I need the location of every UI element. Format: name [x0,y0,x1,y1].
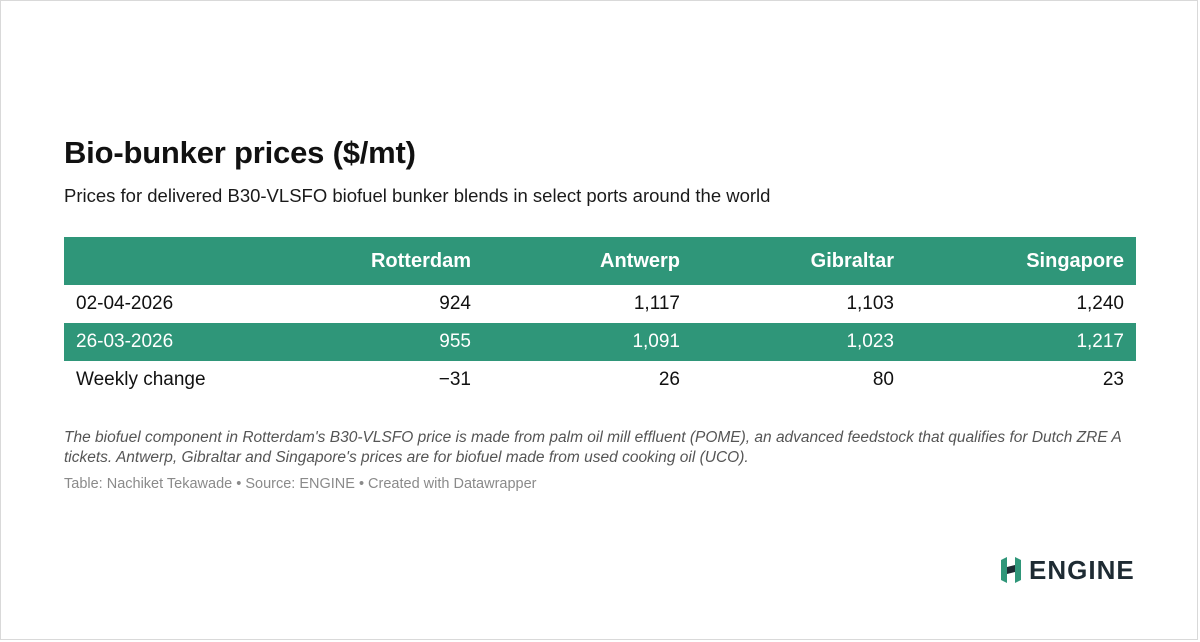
table-cell: 924 [439,293,471,314]
table-cell: 23 [1102,369,1124,390]
row-label: Weekly change [76,369,206,390]
table-cell: 26 [658,369,680,390]
table-cell: 80 [872,369,894,390]
table-row: Weekly change −31 26 80 23 [64,361,1136,399]
engine-logo-icon [1001,557,1021,583]
table-cell: −31 [438,369,471,390]
table-cell: 1,217 [1076,331,1124,352]
table-cell: 1,117 [633,293,680,314]
column-header-blank [64,237,279,285]
column-header-antwerp: Antwerp [600,249,680,272]
table-cell: 1,091 [632,331,680,352]
chart-subtitle: Prices for delivered B30-VLSFO biofuel b… [64,185,771,206]
engine-logo: ENGINE [1001,555,1135,585]
table-cell: 955 [439,331,471,352]
table-row: 26-03-2026 955 1,091 1,023 1,217 [64,323,1136,361]
chart-title: Bio-bunker prices ($/mt) [64,135,416,170]
table-cell: 1,240 [1076,293,1124,314]
row-label: 02-04-2026 [76,293,174,314]
table-cell: 1,103 [846,293,894,314]
column-header-singapore: Singapore [1026,249,1124,272]
chart-notes: The biofuel component in Rotterdam's B30… [64,429,1122,466]
price-table: Rotterdam Antwerp Gibraltar Singapore 02… [64,237,1136,399]
table-row: 02-04-2026 924 1,117 1,103 1,240 [64,285,1136,323]
column-header-gibraltar: Gibraltar [810,249,894,272]
row-label: 26-03-2026 [76,331,174,352]
column-header-rotterdam: Rotterdam [370,249,471,272]
logo-text: ENGINE [1029,555,1135,585]
table-cell: 1,023 [846,331,894,352]
chart-credit: Table: Nachiket Tekawade • Source: ENGIN… [64,476,537,492]
table-header-row: Rotterdam Antwerp Gibraltar Singapore [64,237,1136,285]
